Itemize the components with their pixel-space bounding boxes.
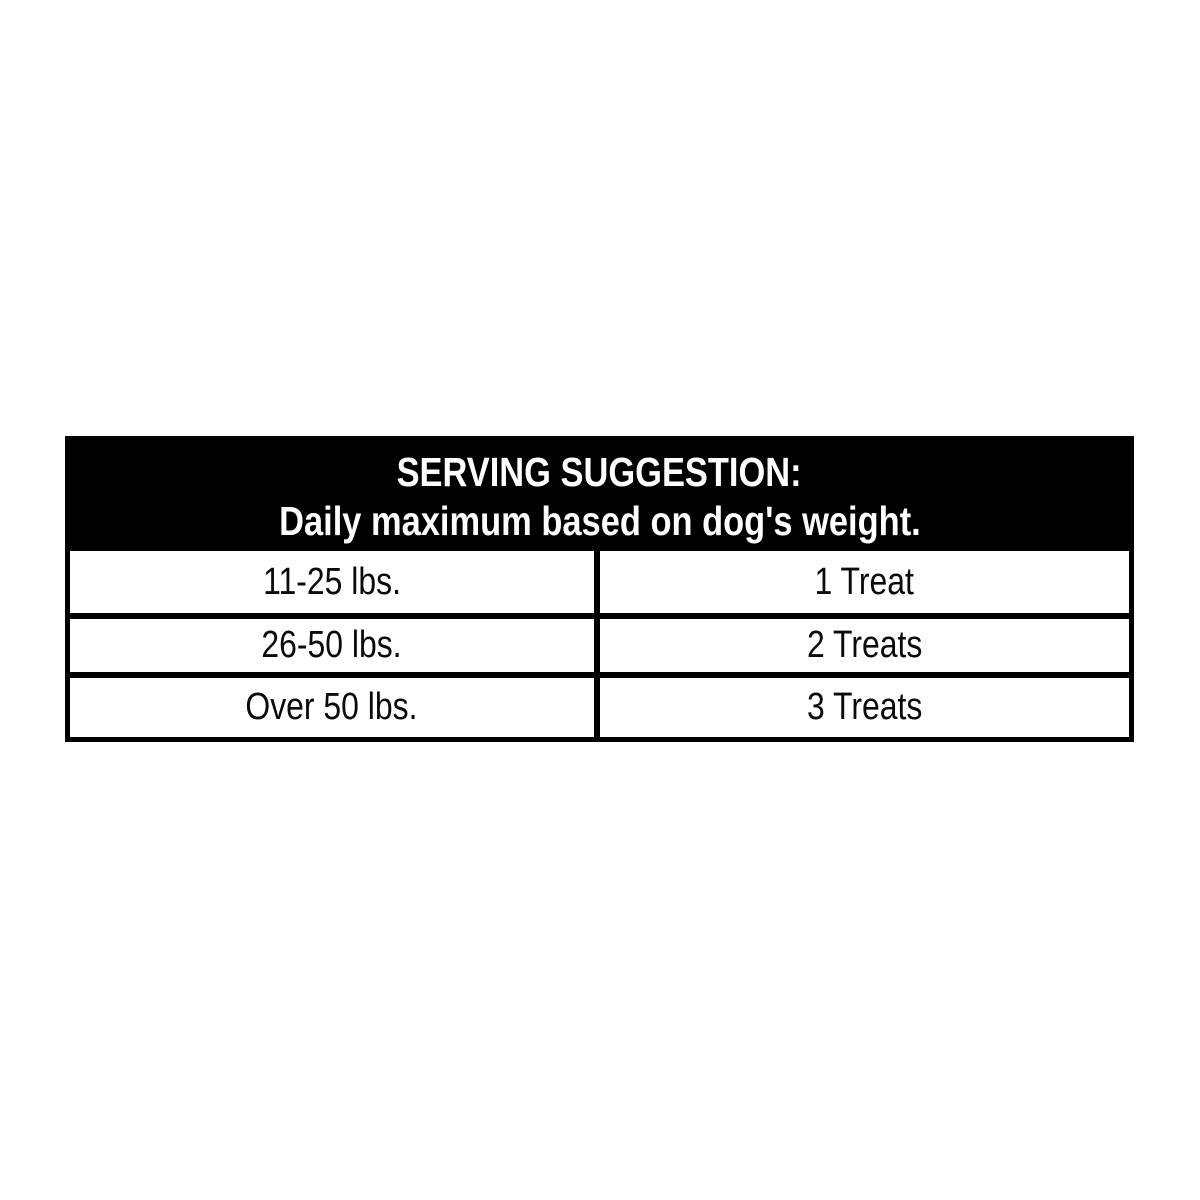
treats-cell: 3 Treats xyxy=(600,678,1130,737)
weight-cell: Over 50 lbs. xyxy=(70,678,600,737)
treats-cell: 1 Treat xyxy=(600,551,1130,613)
weight-value: Over 50 lbs. xyxy=(245,686,418,728)
table-row: Over 50 lbs. 3 Treats xyxy=(70,672,1129,737)
serving-suggestion-table: SERVING SUGGESTION: Daily maximum based … xyxy=(65,436,1134,742)
weight-value: 11-25 lbs. xyxy=(262,560,401,603)
treats-value: 2 Treats xyxy=(806,624,922,666)
treats-cell: 2 Treats xyxy=(600,619,1130,672)
treats-value: 3 Treats xyxy=(806,686,922,728)
table-header: SERVING SUGGESTION: Daily maximum based … xyxy=(70,436,1129,551)
weight-cell: 26-50 lbs. xyxy=(70,619,600,672)
header-title-text: SERVING SUGGESTION: xyxy=(396,448,803,495)
header-subtitle-text: Daily maximum based on dog's weight. xyxy=(278,497,921,544)
table-row: 26-50 lbs. 2 Treats xyxy=(70,613,1129,672)
header-subtitle: Daily maximum based on dog's weight. xyxy=(218,497,982,546)
table-row: 11-25 lbs. 1 Treat xyxy=(70,551,1129,613)
header-title: SERVING SUGGESTION: xyxy=(358,448,840,497)
treats-value: 1 Treat xyxy=(814,560,914,603)
weight-cell: 11-25 lbs. xyxy=(70,551,600,613)
weight-value: 26-50 lbs. xyxy=(261,624,402,666)
